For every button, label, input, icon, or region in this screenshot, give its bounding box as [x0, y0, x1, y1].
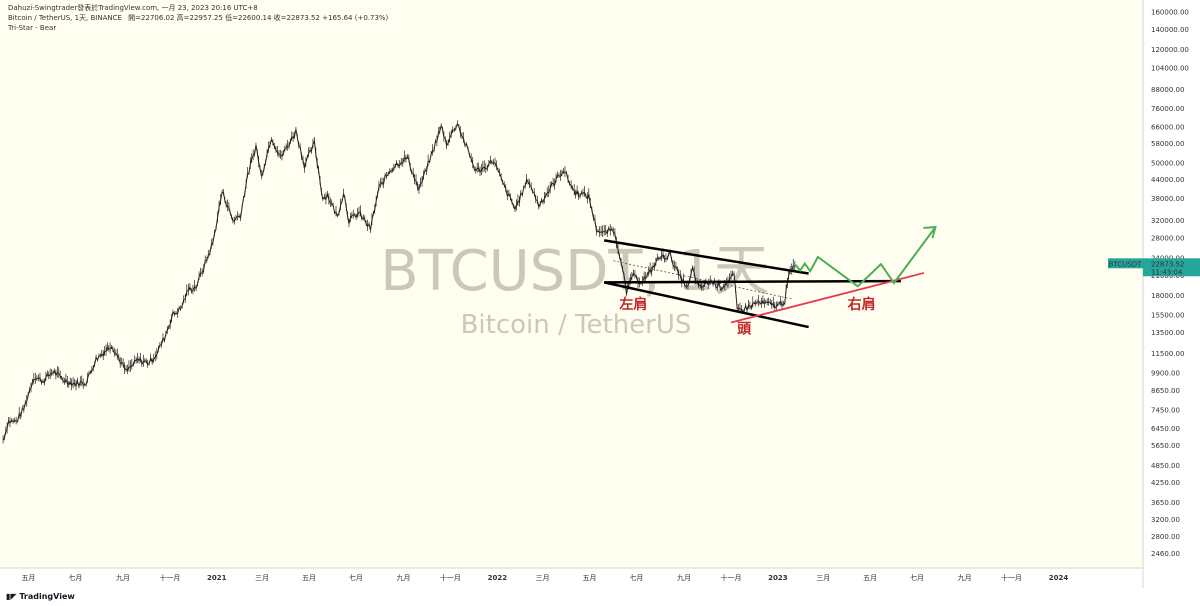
- x-tick-label: 五月: [583, 574, 597, 582]
- y-tick-label: 28000.00: [1151, 235, 1184, 243]
- price-axis-panel: [1143, 0, 1200, 588]
- y-tick-label: 11500.00: [1151, 350, 1184, 358]
- x-tick-label: 2023: [768, 574, 788, 582]
- y-tick-label: 2800.00: [1151, 533, 1180, 541]
- y-tick-label: 4850.00: [1151, 462, 1180, 470]
- y-tick-label: 76000.00: [1151, 105, 1184, 113]
- x-tick-label: 十一月: [1001, 573, 1022, 582]
- y-tick-label: 44000.00: [1151, 176, 1184, 184]
- x-tick-label: 七月: [349, 573, 363, 582]
- symbol-name: Bitcoin / TetherUS, 1天, BINANCE: [8, 14, 122, 22]
- tradingview-logo: ▮◤ TradingView: [6, 592, 75, 601]
- tradingview-logo-text: TradingView: [19, 592, 75, 601]
- indicator-line: Tri-Star - Bear: [8, 24, 57, 32]
- upper-channel-line: [603, 239, 809, 275]
- neckline: [604, 279, 901, 284]
- y-tick-label: 3200.00: [1151, 516, 1180, 524]
- y-tick-label: 140000.00: [1151, 26, 1189, 34]
- y-tick-label: 2460.00: [1151, 550, 1180, 558]
- y-tick-label: 13500.00: [1151, 329, 1184, 337]
- author-line: Dahuzi-Swingtrader發表於TradingView.com, 一月…: [8, 4, 258, 12]
- y-tick-label: 120000.00: [1151, 46, 1189, 54]
- price-tag-countdown: 11:43:04: [1151, 268, 1183, 276]
- y-tick-label: 18000.00: [1151, 292, 1184, 300]
- x-tick-label: 七月: [629, 573, 643, 582]
- x-tick-label: 五月: [863, 574, 877, 582]
- y-tick-label: 3650.00: [1151, 499, 1180, 507]
- y-tick-label: 6450.00: [1151, 425, 1180, 433]
- y-tick-label: 66000.00: [1151, 123, 1184, 131]
- x-tick-label: 十一月: [159, 573, 180, 582]
- ohlc-values: 開=22706.02 高=22957.25 低=22600.14 收=22873…: [128, 14, 389, 22]
- watermark-subtitle: Bitcoin / TetherUS: [461, 310, 692, 340]
- price-tag-value: 22873.52: [1151, 260, 1184, 268]
- y-tick-label: 5650.00: [1151, 442, 1180, 450]
- x-tick-label: 九月: [116, 573, 130, 582]
- arrow-head: [923, 225, 937, 239]
- x-tick-label: 2021: [207, 574, 227, 582]
- y-tick-label: 38000.00: [1151, 195, 1184, 203]
- x-tick-label: 九月: [958, 573, 972, 582]
- y-tick-label: 9900.00: [1151, 369, 1180, 377]
- head-label: 頭: [737, 322, 752, 338]
- chart-header: Dahuzi-Swingtrader發表於TradingView.com, 一月…: [8, 3, 392, 33]
- x-tick-label: 三月: [536, 574, 550, 582]
- price-tag-bg: [1143, 258, 1200, 277]
- x-tick-label: 九月: [397, 573, 411, 582]
- x-tick-label: 十一月: [720, 573, 741, 582]
- lower-channel-line: [603, 281, 809, 329]
- y-tick-label: 32000.00: [1151, 217, 1184, 225]
- x-tick-label: 十一月: [440, 573, 461, 582]
- symbol-tag-bg: [1108, 258, 1143, 269]
- y-tick-label: 50000.00: [1151, 159, 1184, 167]
- x-tick-label: 五月: [302, 574, 316, 582]
- y-tick-label: 88000.00: [1151, 86, 1184, 94]
- chart-footer: ▮◤ TradingView: [0, 588, 1200, 606]
- y-tick-label: 15500.00: [1151, 311, 1184, 319]
- y-tick-label: 160000.00: [1151, 9, 1189, 17]
- time-axis-panel: [0, 568, 1143, 588]
- x-tick-label: 七月: [910, 573, 924, 582]
- y-tick-label: 104000.00: [1151, 64, 1189, 72]
- symbol-line: Bitcoin / TetherUS, 1天, BINANCE 開=22706.…: [8, 13, 392, 23]
- y-tick-label: 4250.00: [1151, 479, 1180, 487]
- dotted-trend-line: [613, 260, 793, 300]
- x-tick-label: 2024: [1049, 574, 1069, 582]
- x-tick-label: 三月: [816, 574, 830, 582]
- price-line: [2, 122, 795, 441]
- x-tick-label: 2022: [488, 574, 508, 582]
- y-tick-label: 8650.00: [1151, 387, 1180, 395]
- x-tick-label: 五月: [21, 574, 35, 582]
- x-tick-label: 七月: [68, 573, 82, 582]
- y-tick-label: 7450.00: [1151, 406, 1180, 414]
- green-projection-path: [794, 226, 937, 288]
- watermark-title: BTCUSDT, 1天: [380, 239, 770, 304]
- y-tick-label: 58000.00: [1151, 140, 1184, 148]
- right-shoulder-label: 右肩: [847, 296, 876, 313]
- x-tick-label: 三月: [255, 574, 269, 582]
- symbol-tag: BTCUSDT: [1109, 260, 1143, 268]
- x-tick-label: 九月: [677, 573, 691, 582]
- left-shoulder-label: 左肩: [618, 296, 647, 313]
